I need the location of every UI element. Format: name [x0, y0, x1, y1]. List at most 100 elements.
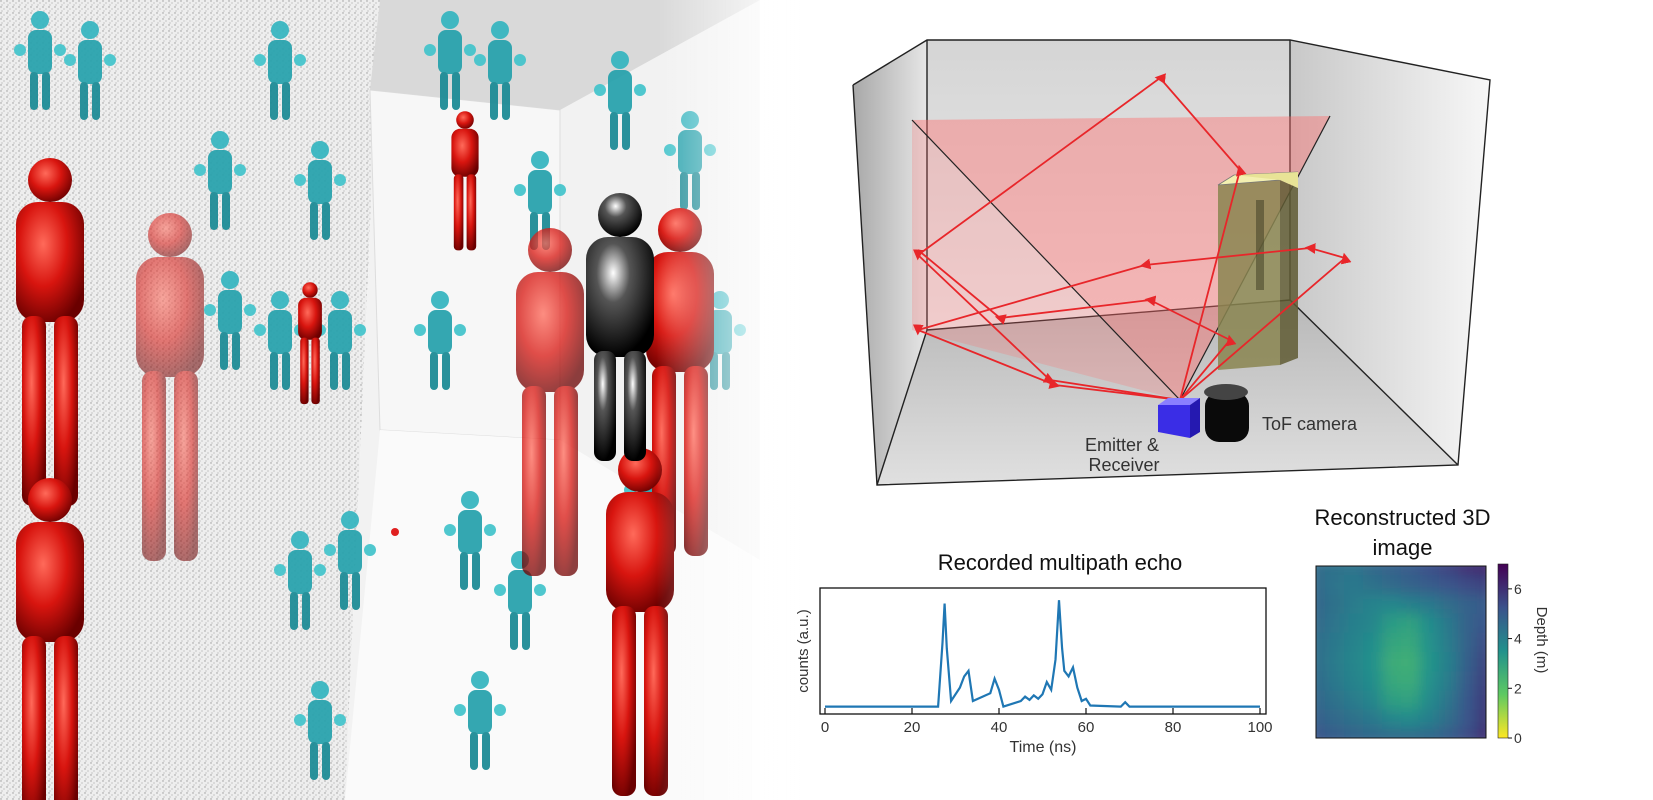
heatmap-cell: [1439, 728, 1459, 738]
colorbar-tick-label: 2: [1514, 680, 1522, 696]
heatmap-cell: [1325, 709, 1345, 730]
echo-ylabel: counts (a.u.): [795, 609, 812, 692]
heatmap-cell: [1363, 632, 1383, 653]
heatmap-cell: [1325, 632, 1345, 653]
tof-camera: [1204, 384, 1249, 442]
heatmap-cell: [1477, 594, 1486, 615]
heatmap-cell: [1363, 575, 1383, 595]
colorbar-label: Depth (m): [1533, 607, 1550, 674]
heatmap-cell: [1458, 652, 1478, 672]
heatmap-cell: [1325, 671, 1345, 691]
heatmap-cell: [1458, 632, 1478, 653]
colorbar-tick-label: 4: [1514, 631, 1522, 647]
heatmap-cell: [1401, 632, 1421, 653]
heatmap-cell: [1316, 671, 1326, 691]
heatmap-cell: [1382, 632, 1402, 653]
emitter-label: Emitter &: [1085, 435, 1159, 455]
mirror-room-render: [0, 0, 800, 800]
heatmap-cell: [1458, 575, 1478, 595]
heatmap-cell: [1477, 566, 1486, 576]
heatmap-cell: [1420, 709, 1440, 730]
echo-title: Recorded multipath echo: [937, 550, 1183, 575]
heatmap-cell: [1477, 709, 1486, 730]
echo-xlabel: Time (ns): [1010, 739, 1077, 756]
heatmap-cell: [1420, 652, 1440, 672]
heatmap-cell: [1382, 613, 1402, 634]
heatmap-cell: [1420, 690, 1440, 711]
depth-title-line1: Reconstructed 3D: [1314, 505, 1491, 530]
heatmap-cell: [1420, 613, 1440, 634]
heatmap-cell: [1316, 632, 1326, 653]
heatmap-cell: [1439, 613, 1459, 634]
heatmap-cell: [1325, 594, 1345, 615]
heatmap-cell: [1382, 690, 1402, 711]
heatmap-cell: [1439, 671, 1459, 691]
echo-xtick-label: 100: [1247, 719, 1272, 736]
heatmap-cell: [1401, 709, 1421, 730]
room-diagram: Emitter & Receiver ToF camera: [852, 39, 1491, 486]
heatmap-cell: [1363, 671, 1383, 691]
heatmap-cell: [1477, 728, 1486, 738]
heatmap-cell: [1363, 709, 1383, 730]
echo-plot: 0 20 40 60 80 100 Time (ns) counts (a.u.): [795, 587, 1273, 756]
echo-series-line: [825, 600, 1260, 709]
heatmap-cell: [1458, 690, 1478, 711]
heatmap-cell: [1477, 652, 1486, 672]
heatmap-cell: [1344, 575, 1364, 595]
heatmap-cell: [1439, 709, 1459, 730]
heatmap-cell: [1316, 613, 1326, 634]
depth-colorbar: [1497, 563, 1509, 739]
heatmap-cell: [1420, 632, 1440, 653]
heatmap-cell: [1477, 575, 1486, 595]
depth-title-line2: image: [1372, 535, 1433, 560]
heatmap-cell: [1382, 728, 1402, 738]
heatmap-cell: [1344, 652, 1364, 672]
camera-label: ToF camera: [1262, 414, 1358, 434]
heatmap-cell: [1401, 594, 1421, 615]
heatmap-cell: [1382, 594, 1402, 615]
heatmap-cell: [1477, 613, 1486, 634]
colorbar-tick-label: 6: [1514, 581, 1522, 597]
heatmap-cell: [1401, 671, 1421, 691]
heatmap-cell: [1477, 690, 1486, 711]
heatmap-cell: [1344, 671, 1364, 691]
depth-heatmap-cells: [1316, 566, 1486, 738]
heatmap-cell: [1458, 613, 1478, 634]
heatmap-cell: [1316, 709, 1326, 730]
heatmap-cell: [1420, 566, 1440, 576]
heatmap-cell: [1363, 652, 1383, 672]
heatmap-cell: [1439, 566, 1459, 576]
heatmap-cell: [1477, 632, 1486, 653]
heatmap-cell: [1344, 632, 1364, 653]
heatmap-cell: [1420, 594, 1440, 615]
heatmap-cell: [1458, 594, 1478, 615]
heatmap-cell: [1458, 709, 1478, 730]
heatmap-cell: [1344, 709, 1364, 730]
heatmap-cell: [1382, 671, 1402, 691]
heatmap-cell: [1316, 690, 1326, 711]
heatmap-cell: [1363, 613, 1383, 634]
heatmap-cell: [1316, 575, 1326, 595]
heatmap-cell: [1382, 709, 1402, 730]
laser-paths: [912, 73, 1352, 401]
heatmap-cell: [1363, 728, 1383, 738]
heatmap-cell: [1363, 566, 1383, 576]
heatmap-cell: [1458, 728, 1478, 738]
depth-map: 0 2 4 6 Depth (m): [1315, 563, 1550, 746]
heatmap-cell: [1325, 566, 1345, 576]
heatmap-cell: [1316, 728, 1326, 738]
heatmap-cell: [1344, 728, 1364, 738]
echo-xtick-label: 0: [821, 719, 829, 736]
depth-map-frame: [1315, 565, 1487, 739]
heatmap-cell: [1325, 728, 1345, 738]
heatmap-cell: [1401, 575, 1421, 595]
heatmap-cell: [1401, 613, 1421, 634]
heatmap-cell: [1401, 690, 1421, 711]
heatmap-cell: [1439, 690, 1459, 711]
heatmap-cell: [1325, 613, 1345, 634]
heatmap-cell: [1420, 575, 1440, 595]
heatmap-cell: [1477, 671, 1486, 691]
left-wall: [853, 40, 927, 485]
heatmap-cell: [1344, 690, 1364, 711]
heatmap-cell: [1401, 728, 1421, 738]
